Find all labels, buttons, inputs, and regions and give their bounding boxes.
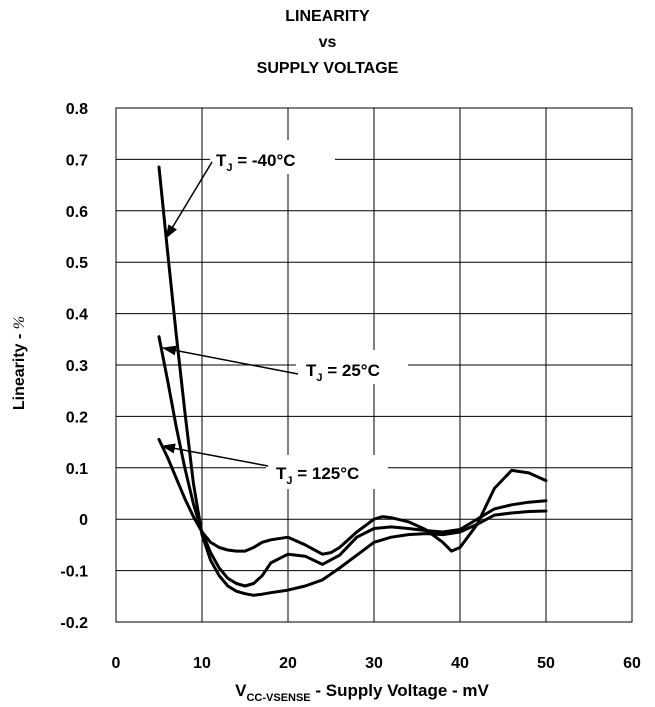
y-tick-label: 0.5 bbox=[66, 255, 88, 272]
x-tick-label: 10 bbox=[193, 655, 211, 672]
series-label: TJ = 25°C bbox=[306, 361, 380, 384]
y-tick-label: 0.2 bbox=[66, 409, 88, 426]
y-tick-label: -0.1 bbox=[60, 564, 88, 581]
y-tick-label: 0.8 bbox=[66, 101, 88, 118]
series-label: TJ = 125°C bbox=[276, 464, 359, 487]
chart-title-line-2: vs bbox=[318, 34, 337, 51]
y-tick-label: 0 bbox=[79, 512, 88, 529]
y-tick-label: 0.6 bbox=[66, 204, 88, 221]
x-tick-label: 0 bbox=[112, 655, 121, 672]
chart-title-line-3: SUPPLY VOLTAGE bbox=[256, 60, 399, 77]
annotation-arrow bbox=[162, 345, 299, 375]
series-label-background bbox=[210, 140, 335, 174]
x-tick-label: 40 bbox=[451, 655, 469, 672]
x-axis-label: VCC-VSENSE - Supply Voltage - mV bbox=[235, 681, 489, 704]
series-label-background bbox=[266, 455, 388, 489]
y-tick-label: 0.3 bbox=[66, 358, 88, 375]
annotation-arrow bbox=[161, 443, 269, 467]
y-axis-label: Linearity - % bbox=[11, 316, 28, 410]
annotation-arrow bbox=[165, 161, 213, 239]
x-tick-label: 60 bbox=[623, 655, 641, 672]
chart-title-line-1: LINEARITY bbox=[285, 8, 370, 25]
y-tick-label: 0.7 bbox=[66, 152, 88, 169]
x-tick-label: 20 bbox=[279, 655, 297, 672]
series-label-background bbox=[296, 350, 408, 384]
series-label: TJ = -40°C bbox=[216, 151, 296, 174]
x-tick-label: 30 bbox=[365, 655, 383, 672]
y-tick-label: -0.2 bbox=[60, 615, 88, 632]
y-tick-label: 0.4 bbox=[66, 307, 88, 324]
y-tick-label: 0.1 bbox=[66, 461, 88, 478]
x-tick-label: 50 bbox=[537, 655, 555, 672]
series-line bbox=[157, 438, 548, 556]
